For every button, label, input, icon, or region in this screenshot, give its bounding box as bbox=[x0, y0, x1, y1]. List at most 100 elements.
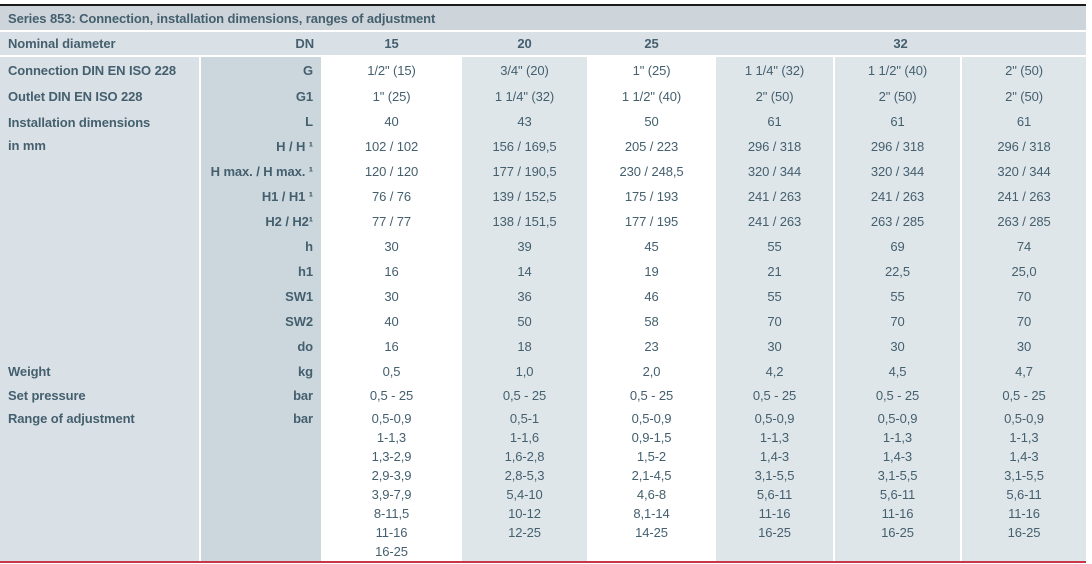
cell-value: 30 bbox=[833, 334, 961, 359]
row-unit: kg bbox=[199, 359, 322, 384]
cell-value: 205 / 223 bbox=[587, 134, 715, 159]
cell-value: 0,5-0,9 0,9-1,5 1,5-2 2,1-4,5 4,6-8 8,1-… bbox=[587, 407, 715, 561]
cell-value: 138 / 151,5 bbox=[460, 209, 588, 234]
cell-value: 0,5-0,9 1-1,3 1,4-3 3,1-5,5 5,6-11 11-16… bbox=[833, 407, 961, 561]
cell-value: 175 / 193 bbox=[587, 184, 715, 209]
cell-value: 0,5 - 25 bbox=[321, 384, 461, 407]
row-unit: H2 / H2¹ bbox=[199, 209, 322, 234]
cell-value: 76 / 76 bbox=[321, 184, 461, 209]
table-row: h 30 39 45 55 69 74 bbox=[0, 234, 1086, 259]
row-unit: SW2 bbox=[199, 309, 322, 334]
cell-value: 0,5 - 25 bbox=[833, 384, 961, 407]
cell-value: 241 / 263 bbox=[714, 184, 834, 209]
row-unit: h1 bbox=[199, 259, 322, 284]
cell-value: 16 bbox=[321, 334, 461, 359]
cell-value: 30 bbox=[321, 284, 461, 309]
table-row: Range of adjustment bar 0,5-0,9 1-1,3 1,… bbox=[0, 407, 1086, 561]
cell-value: 1 1/4" (32) bbox=[460, 83, 588, 109]
cell-value: 120 / 120 bbox=[321, 159, 461, 184]
cell-value: 55 bbox=[833, 284, 961, 309]
row-unit: G bbox=[199, 56, 322, 83]
cell-value: 241 / 263 bbox=[960, 184, 1086, 209]
cell-value: 40 bbox=[321, 109, 461, 134]
row-unit: bar bbox=[199, 407, 322, 561]
cell-value: 263 / 285 bbox=[960, 209, 1086, 234]
cell-value: 61 bbox=[833, 109, 961, 134]
cell-value: 177 / 195 bbox=[587, 209, 715, 234]
cell-value: 2" (50) bbox=[960, 56, 1086, 83]
row-unit: do bbox=[199, 334, 322, 359]
cell-value: 55 bbox=[714, 284, 834, 309]
table-row: SW1 30 36 46 55 55 70 bbox=[0, 284, 1086, 309]
cell-value: 177 / 190,5 bbox=[460, 159, 588, 184]
cell-value: 320 / 344 bbox=[833, 159, 961, 184]
cell-value: 0,5 - 25 bbox=[460, 384, 588, 407]
cell-value: 30 bbox=[960, 334, 1086, 359]
row-unit: SW1 bbox=[199, 284, 322, 309]
table-row: h1 16 14 19 21 22,5 25,0 bbox=[0, 259, 1086, 284]
cell-value: 43 bbox=[460, 109, 588, 134]
table-row: H2 / H2¹ 77 / 77 138 / 151,5 177 / 195 2… bbox=[0, 209, 1086, 234]
row-label-installation-dimensions: Installation dimensions in mm bbox=[0, 109, 200, 359]
row-label: Nominal diameter bbox=[0, 31, 200, 57]
row-label: Connection DIN EN ISO 228 bbox=[0, 56, 200, 83]
cell-value: 21 bbox=[714, 259, 834, 284]
table-row: SW2 40 50 58 70 70 70 bbox=[0, 309, 1086, 334]
cell-value: 0,5-0,9 1-1,3 1,3-2,9 2,9-3,9 3,9-7,9 8-… bbox=[321, 407, 461, 561]
cell-value: 102 / 102 bbox=[321, 134, 461, 159]
cell-value: 1,0 bbox=[460, 359, 588, 384]
cell-value: 70 bbox=[960, 309, 1086, 334]
row-unit: G1 bbox=[199, 83, 322, 109]
cell-value: 1 1/4" (32) bbox=[714, 56, 834, 83]
table-row: Set pressure bar 0,5 - 25 0,5 - 25 0,5 -… bbox=[0, 384, 1086, 407]
title-row: Series 853: Connection, installation dim… bbox=[0, 6, 1086, 32]
cell-value: 45 bbox=[587, 234, 715, 259]
cell-value: 40 bbox=[321, 309, 461, 334]
cell-value: 241 / 263 bbox=[833, 184, 961, 209]
cell-value: 22,5 bbox=[833, 259, 961, 284]
cell-value: 30 bbox=[714, 334, 834, 359]
cell-value: 70 bbox=[960, 284, 1086, 309]
row-label: Set pressure bbox=[0, 384, 200, 407]
cell-value: 2,0 bbox=[587, 359, 715, 384]
cell-value: 23 bbox=[587, 334, 715, 359]
cell-value: 30 bbox=[321, 234, 461, 259]
cell-value: 16 bbox=[321, 259, 461, 284]
cell-value: 241 / 263 bbox=[714, 209, 834, 234]
cell-value: 0,5-0,9 1-1,3 1,4-3 3,1-5,5 5,6-11 11-16… bbox=[960, 407, 1086, 561]
cell-value: 0,5 bbox=[321, 359, 461, 384]
cell-value: 36 bbox=[460, 284, 588, 309]
table-row: H / H ¹ 102 / 102 156 / 169,5 205 / 223 … bbox=[0, 134, 1086, 159]
table-row: H1 / H1 ¹ 76 / 76 139 / 152,5 175 / 193 … bbox=[0, 184, 1086, 209]
cell-value: 3/4" (20) bbox=[460, 56, 588, 83]
cell-value: 0,5-1 1-1,6 1,6-2,8 2,8-5,3 5,4-10 10-12… bbox=[460, 407, 588, 561]
cell-value: 74 bbox=[960, 234, 1086, 259]
cell-value: 0,5 - 25 bbox=[960, 384, 1086, 407]
cell-value: 55 bbox=[714, 234, 834, 259]
table-row: Outlet DIN EN ISO 228 G1 1" (25) 1 1/4" … bbox=[0, 83, 1086, 109]
cell-value: 25,0 bbox=[960, 259, 1086, 284]
row-unit: L bbox=[199, 109, 322, 134]
cell-value: 296 / 318 bbox=[960, 134, 1086, 159]
cell-value: 1/2" (15) bbox=[321, 56, 461, 83]
row-label: Outlet DIN EN ISO 228 bbox=[0, 83, 200, 109]
table-row: Connection DIN EN ISO 228 G 1/2" (15) 3/… bbox=[0, 56, 1086, 83]
cell-value: 156 / 169,5 bbox=[460, 134, 588, 159]
row-unit: DN bbox=[200, 31, 322, 57]
cell-value: 61 bbox=[714, 109, 834, 134]
cell-value: 296 / 318 bbox=[833, 134, 961, 159]
table-row: do 16 18 23 30 30 30 bbox=[0, 334, 1086, 359]
cell-value: 1" (25) bbox=[587, 56, 715, 83]
cell-value: 296 / 318 bbox=[714, 134, 834, 159]
cell-value: 39 bbox=[460, 234, 588, 259]
cell-value: 320 / 344 bbox=[960, 159, 1086, 184]
cell-value: 18 bbox=[460, 334, 588, 359]
dn-size-25: 25 bbox=[588, 31, 715, 57]
cell-value: 4,5 bbox=[833, 359, 961, 384]
cell-value: 4,2 bbox=[714, 359, 834, 384]
row-label: Weight bbox=[0, 359, 200, 384]
cell-value: 70 bbox=[833, 309, 961, 334]
table-row: Weight kg 0,5 1,0 2,0 4,2 4,5 4,7 bbox=[0, 359, 1086, 384]
cell-value: 50 bbox=[587, 109, 715, 134]
cell-value: 0,5 - 25 bbox=[587, 384, 715, 407]
